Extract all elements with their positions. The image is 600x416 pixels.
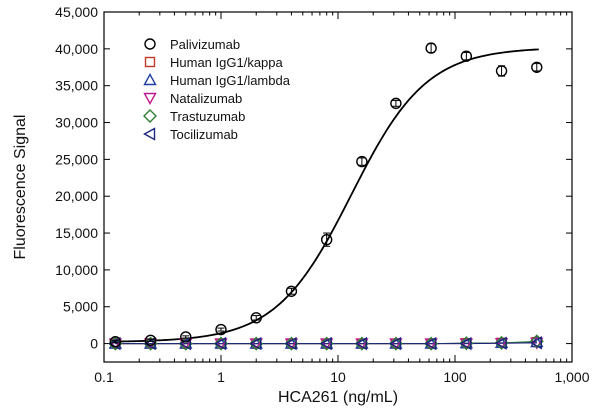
legend-marker bbox=[143, 127, 156, 141]
data-point bbox=[460, 50, 473, 62]
data-point bbox=[284, 336, 297, 351]
data-point bbox=[214, 338, 228, 351]
data-point bbox=[494, 336, 507, 350]
data-point bbox=[249, 336, 262, 351]
data-points-layer bbox=[108, 42, 544, 351]
legend-label: Human IgG1/kappa bbox=[170, 55, 284, 70]
data-point bbox=[494, 338, 509, 351]
legend-item: Trastuzumab bbox=[143, 109, 245, 124]
y-tick-label: 15,000 bbox=[55, 225, 98, 241]
data-point bbox=[459, 338, 474, 351]
y-tick-label: 35,000 bbox=[55, 78, 98, 94]
data-point bbox=[389, 338, 403, 351]
data-point bbox=[180, 331, 192, 343]
y-axis-title: Fluorescence Signal bbox=[12, 115, 29, 260]
data-point bbox=[250, 312, 262, 324]
legend-item: Palivizumab bbox=[144, 37, 240, 52]
data-point bbox=[320, 233, 333, 246]
data-point bbox=[319, 338, 334, 351]
x-tick-label: 1 bbox=[217, 369, 225, 385]
data-point bbox=[179, 338, 193, 351]
baseline-line bbox=[115, 342, 537, 345]
data-point bbox=[249, 338, 263, 351]
legend-marker bbox=[144, 38, 156, 50]
x-axis: 0.1 1 10 100 1,000 bbox=[94, 12, 590, 385]
series-palivizumab bbox=[109, 42, 543, 348]
x-tick-label: 100 bbox=[443, 369, 467, 385]
data-point bbox=[530, 337, 544, 350]
data-point bbox=[285, 285, 298, 297]
legend-label: Tocilizumab bbox=[170, 127, 238, 142]
y-tick-label: 40,000 bbox=[55, 41, 98, 57]
y-tick-label: 0 bbox=[90, 336, 98, 352]
y-tick-label: 10,000 bbox=[55, 262, 98, 278]
legend-marker bbox=[143, 92, 157, 105]
x-axis-title: HCA261 (ng/mL) bbox=[278, 389, 398, 406]
data-point bbox=[319, 336, 332, 351]
legend-label: Palivizumab bbox=[170, 37, 240, 52]
data-point bbox=[529, 336, 542, 350]
y-tick-label: 5,000 bbox=[63, 299, 98, 315]
legend-item: Tocilizumab bbox=[143, 127, 238, 142]
data-point bbox=[214, 336, 227, 351]
x-tick-label: 1,000 bbox=[554, 369, 589, 385]
legend-label: Human IgG1/lambda bbox=[170, 73, 291, 88]
data-point bbox=[284, 338, 299, 351]
legend-item: Human IgG1/lambda bbox=[143, 73, 291, 88]
y-tick-label: 45,000 bbox=[55, 4, 98, 20]
data-point bbox=[459, 336, 472, 351]
legend-item: Natalizumab bbox=[143, 91, 242, 106]
data-point bbox=[531, 61, 543, 73]
data-point bbox=[425, 42, 437, 54]
y-tick-label: 20,000 bbox=[55, 188, 98, 204]
data-point bbox=[109, 336, 122, 348]
data-point bbox=[355, 338, 369, 351]
y-tick-label: 30,000 bbox=[55, 115, 98, 131]
data-point bbox=[424, 336, 437, 351]
data-point bbox=[178, 336, 191, 351]
data-point bbox=[390, 97, 402, 110]
legend-marker bbox=[143, 73, 157, 86]
legend-marker bbox=[143, 109, 157, 123]
data-point bbox=[424, 338, 438, 351]
data-point bbox=[354, 336, 368, 351]
x-tick-label: 0.1 bbox=[94, 369, 114, 385]
y-axis: 0 5,000 10,000 15,000 20,000 25,000 30,000 35,0… bbox=[55, 4, 572, 352]
data-point bbox=[495, 65, 508, 77]
legend-item: Human IgG1/kappa bbox=[144, 55, 284, 70]
data-point bbox=[215, 323, 227, 336]
legend: Palivizumab Human IgG1/kappa Human IgG1/la… bbox=[143, 37, 291, 142]
data-point bbox=[356, 155, 368, 168]
legend-label: Natalizumab bbox=[170, 91, 242, 106]
data-point bbox=[144, 334, 157, 346]
legend-label: Trastuzumab bbox=[170, 109, 245, 124]
x-tick-label: 10 bbox=[330, 369, 346, 385]
data-point bbox=[388, 336, 402, 351]
series-natalizumab bbox=[108, 337, 544, 351]
y-tick-label: 25,000 bbox=[55, 151, 98, 167]
legend-marker bbox=[144, 56, 156, 68]
data-point bbox=[108, 338, 123, 351]
